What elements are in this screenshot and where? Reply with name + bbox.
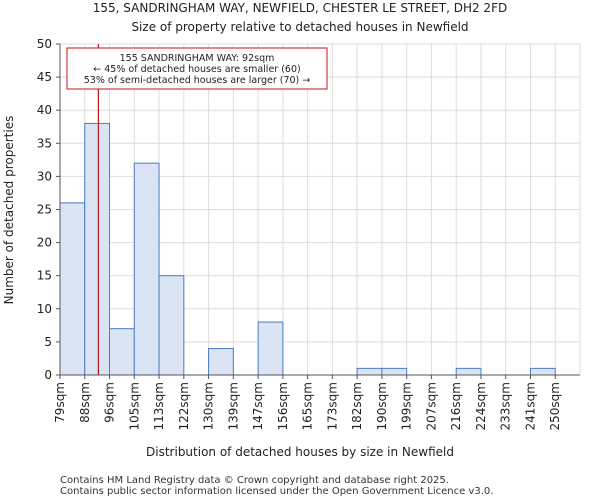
x-axis-label: Distribution of detached houses by size … [146,445,454,459]
annotation-box: 155 SANDRINGHAM WAY: 92sqm ← 45% of deta… [66,47,328,90]
x-tick-label-233sqm: 233sqm [499,382,513,430]
bar-113sqm [158,275,185,376]
x-tick-label-105sqm: 105sqm [127,382,141,430]
bar-190sqm [381,367,408,376]
bar-96sqm [109,328,135,376]
y-tick-label-10: 10 [37,302,52,316]
y-tick-label-15: 15 [37,269,52,283]
y-tick-label-30: 30 [37,169,52,183]
bar-79sqm [59,202,86,376]
bar-88sqm [84,122,111,376]
annotation-line-1: 155 SANDRINGHAM WAY: 92sqm [120,53,275,64]
y-tick-label-45: 45 [37,70,52,84]
y-tick-labels: 0 5 10 15 20 25 30 35 40 45 50 [37,37,52,382]
bars [59,122,556,376]
x-tick-label-96sqm: 96sqm [103,382,117,423]
x-tick-label-207sqm: 207sqm [424,382,438,430]
x-tick-label-182sqm: 182sqm [350,382,364,430]
y-tick-label-0: 0 [44,368,52,382]
annotation-line-3: 53% of semi-detached houses are larger (… [84,75,311,86]
y-tick-label-25: 25 [37,203,52,217]
x-tick-label-122sqm: 122sqm [177,382,191,430]
y-tick-label-5: 5 [44,335,52,349]
x-tick-label-241sqm: 241sqm [523,382,537,430]
x-tick-label-224sqm: 224sqm [474,382,488,430]
x-tick-label-165sqm: 165sqm [301,382,315,430]
y-axis-label: Number of detached properties [2,116,16,305]
y-tick-label-20: 20 [37,236,52,250]
annotation-border [66,47,328,90]
chart-subtitle: Size of property relative to detached ho… [131,20,468,34]
x-tick-label-190sqm: 190sqm [375,382,389,430]
x-tick-label-130sqm: 130sqm [202,382,216,430]
x-tick-label-113sqm: 113sqm [152,382,166,430]
x-tick-label-147sqm: 147sqm [251,382,265,430]
x-tick-label-88sqm: 88sqm [78,382,92,423]
footer-line-1: Contains HM Land Registry data © Crown c… [60,475,449,486]
y-tick-label-40: 40 [37,103,52,117]
x-tick-label-199sqm: 199sqm [400,382,414,430]
x-tick-label-250sqm: 250sqm [548,382,562,430]
annotation-line-2: ← 45% of detached houses are smaller (60… [93,64,300,75]
x-tick-label-79sqm: 79sqm [53,382,67,423]
x-tick-labels: 79sqm 88sqm 96sqm 105sqm 113sqm 122sqm 130sqm 1… [53,382,562,430]
bar-147sqm [257,321,284,376]
x-tick-label-156sqm: 156sqm [276,382,290,430]
y-tick-label-50: 50 [37,37,52,51]
bar-105sqm [133,162,160,376]
chart-title: 155, SANDRINGHAM WAY, NEWFIELD, CHESTER … [93,1,507,15]
bar-241sqm [529,367,556,376]
x-tick-label-173sqm: 173sqm [325,382,339,430]
bar-216sqm [455,367,482,376]
y-tick-label-35: 35 [37,136,52,150]
axes [56,43,580,379]
bar-182sqm [356,367,383,376]
footer-line-2: Contains public sector information licen… [60,486,493,497]
bar-130sqm [208,348,234,376]
x-tick-label-216sqm: 216sqm [449,382,463,430]
x-tick-label-139sqm: 139sqm [226,382,240,430]
